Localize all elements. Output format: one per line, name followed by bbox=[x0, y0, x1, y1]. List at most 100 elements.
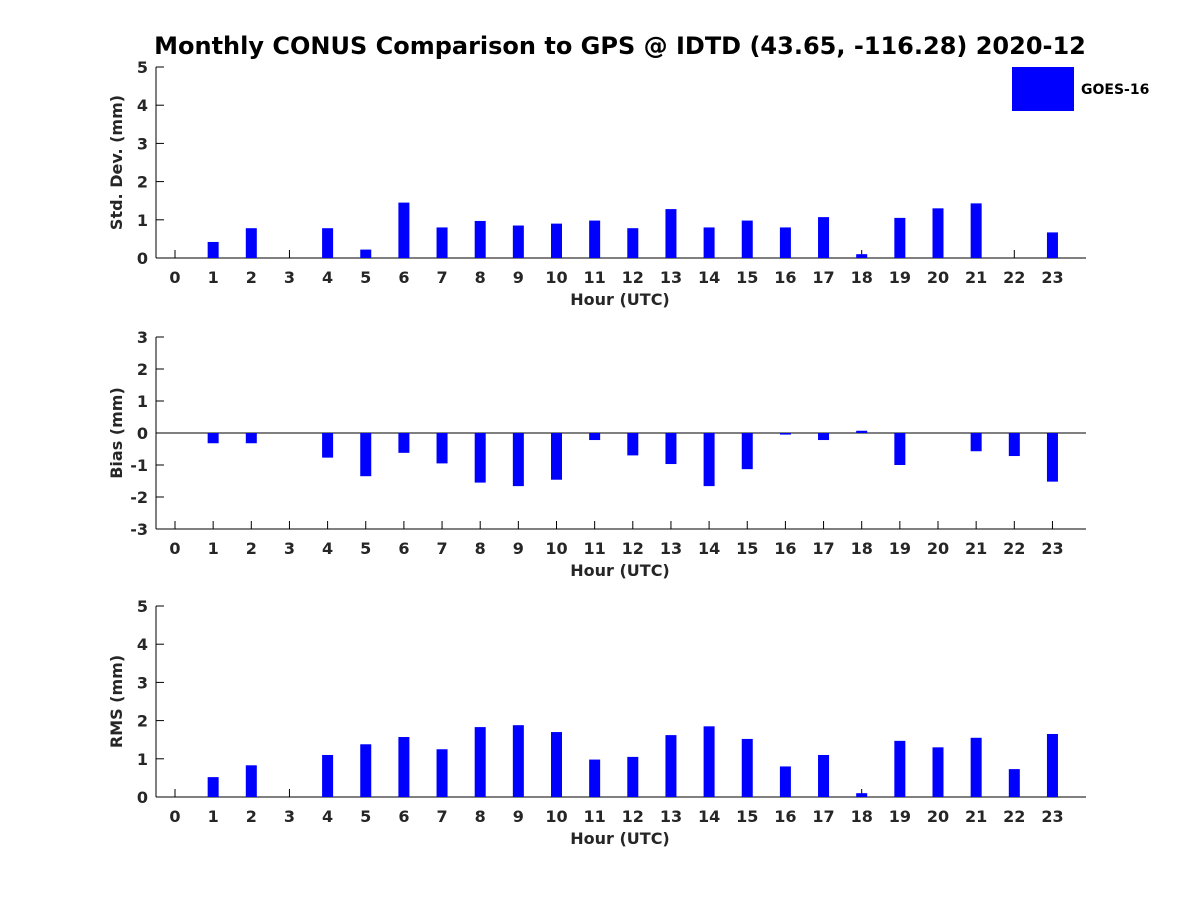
bar-hour-13 bbox=[665, 209, 677, 258]
legend-swatch bbox=[1012, 67, 1074, 111]
x-tick-label: 19 bbox=[889, 539, 911, 558]
bar-hour-4 bbox=[322, 754, 334, 797]
bar-hour-4 bbox=[322, 228, 334, 258]
y-tick-label: 0 bbox=[137, 788, 148, 807]
bar-hour-10 bbox=[551, 433, 562, 480]
bar-hour-7 bbox=[436, 433, 448, 464]
bar-hour-6 bbox=[398, 202, 410, 258]
y-tick-label: -3 bbox=[130, 520, 148, 539]
bar-hour-19 bbox=[894, 433, 906, 465]
x-tick-label: 4 bbox=[322, 539, 333, 558]
x-tick-label: 16 bbox=[774, 268, 796, 287]
bar-hour-7 bbox=[436, 227, 448, 258]
x-tick-label: 11 bbox=[584, 268, 606, 287]
bar-hour-14 bbox=[703, 227, 715, 258]
x-tick-label: 12 bbox=[622, 268, 644, 287]
bar-hour-21 bbox=[970, 433, 982, 452]
bar-hour-12 bbox=[627, 228, 639, 258]
x-tick-label: 0 bbox=[169, 268, 180, 287]
bar-hour-11 bbox=[589, 759, 601, 797]
bar-hour-1 bbox=[207, 433, 219, 444]
x-tick-label: 17 bbox=[812, 268, 834, 287]
x-tick-label: 15 bbox=[736, 268, 758, 287]
y-tick-label: -1 bbox=[130, 456, 148, 475]
x-tick-label: 9 bbox=[513, 807, 524, 826]
bar-hour-17 bbox=[818, 754, 830, 797]
bar-hour-6 bbox=[398, 433, 410, 453]
x-tick-label: 23 bbox=[1041, 539, 1063, 558]
x-tick-label: 11 bbox=[584, 539, 606, 558]
x-tick-label: 14 bbox=[698, 539, 720, 558]
bar-hour-12 bbox=[627, 433, 639, 456]
bar-hour-11 bbox=[589, 220, 601, 258]
bar-hour-22 bbox=[1008, 433, 1020, 457]
x-tick-label: 5 bbox=[360, 807, 371, 826]
bar-hour-18 bbox=[856, 793, 868, 797]
bar-hour-15 bbox=[741, 433, 753, 470]
bar-hour-12 bbox=[627, 756, 639, 797]
x-tick-label: 18 bbox=[851, 539, 873, 558]
bar-hour-18 bbox=[856, 254, 868, 258]
legend: GOES-16 bbox=[1012, 67, 1149, 111]
y-tick-label: 1 bbox=[137, 211, 148, 230]
y-tick-label: 3 bbox=[137, 134, 148, 153]
x-tick-label: 21 bbox=[965, 539, 987, 558]
x-tick-label: 0 bbox=[169, 539, 180, 558]
y-axis-label: Std. Dev. (mm) bbox=[107, 95, 126, 230]
x-tick-label: 3 bbox=[284, 539, 295, 558]
x-tick-label: 19 bbox=[889, 807, 911, 826]
bar-hour-16 bbox=[779, 227, 791, 258]
x-tick-label: 7 bbox=[436, 268, 447, 287]
bar-hour-21 bbox=[970, 203, 982, 258]
x-tick-label: 6 bbox=[398, 268, 409, 287]
bar-hour-15 bbox=[741, 220, 753, 258]
x-tick-label: 14 bbox=[698, 807, 720, 826]
bar-hour-5 bbox=[360, 433, 372, 477]
bar-hour-17 bbox=[818, 217, 830, 258]
y-axis-label: Bias (mm) bbox=[107, 387, 126, 479]
x-tick-label: 6 bbox=[398, 807, 409, 826]
bar-hour-16 bbox=[779, 766, 791, 797]
x-tick-label: 18 bbox=[851, 807, 873, 826]
x-tick-label: 2 bbox=[246, 539, 257, 558]
x-tick-label: 12 bbox=[622, 807, 644, 826]
x-tick-label: 15 bbox=[736, 539, 758, 558]
x-tick-label: 10 bbox=[545, 807, 567, 826]
y-tick-label: 0 bbox=[137, 424, 148, 443]
y-tick-label: 4 bbox=[137, 635, 148, 654]
x-tick-label: 1 bbox=[208, 807, 219, 826]
bar-hour-23 bbox=[1046, 733, 1058, 797]
bar-hour-2 bbox=[245, 765, 257, 797]
bar-hour-23 bbox=[1046, 232, 1058, 258]
x-axis-label: Hour (UTC) bbox=[570, 829, 670, 848]
bar-hour-16 bbox=[779, 433, 791, 435]
bar-hour-11 bbox=[589, 433, 601, 441]
bar-hour-1 bbox=[207, 241, 219, 258]
x-tick-label: 7 bbox=[436, 807, 447, 826]
x-tick-label: 20 bbox=[927, 807, 949, 826]
bar-hour-2 bbox=[245, 433, 257, 444]
x-tick-label: 9 bbox=[513, 539, 524, 558]
x-tick-label: 16 bbox=[774, 539, 796, 558]
bar-hour-8 bbox=[474, 727, 486, 797]
bar-hour-1 bbox=[207, 777, 219, 797]
y-tick-label: 1 bbox=[137, 392, 148, 411]
bar-hour-9 bbox=[512, 225, 524, 258]
x-tick-label: 23 bbox=[1041, 807, 1063, 826]
x-tick-label: 20 bbox=[927, 539, 949, 558]
bar-hour-9 bbox=[512, 433, 524, 487]
bar-hour-20 bbox=[932, 747, 944, 797]
bar-hour-19 bbox=[894, 740, 906, 797]
x-tick-label: 5 bbox=[360, 539, 371, 558]
bar-hour-6 bbox=[398, 737, 410, 797]
bar-hour-14 bbox=[703, 433, 715, 487]
figure-title: Monthly CONUS Comparison to GPS @ IDTD (… bbox=[154, 32, 1086, 60]
x-tick-label: 10 bbox=[545, 268, 567, 287]
x-tick-label: 4 bbox=[322, 268, 333, 287]
bar-hour-13 bbox=[665, 735, 677, 797]
y-tick-label: 2 bbox=[137, 360, 148, 379]
x-tick-label: 13 bbox=[660, 268, 682, 287]
bar-hour-8 bbox=[474, 220, 486, 258]
